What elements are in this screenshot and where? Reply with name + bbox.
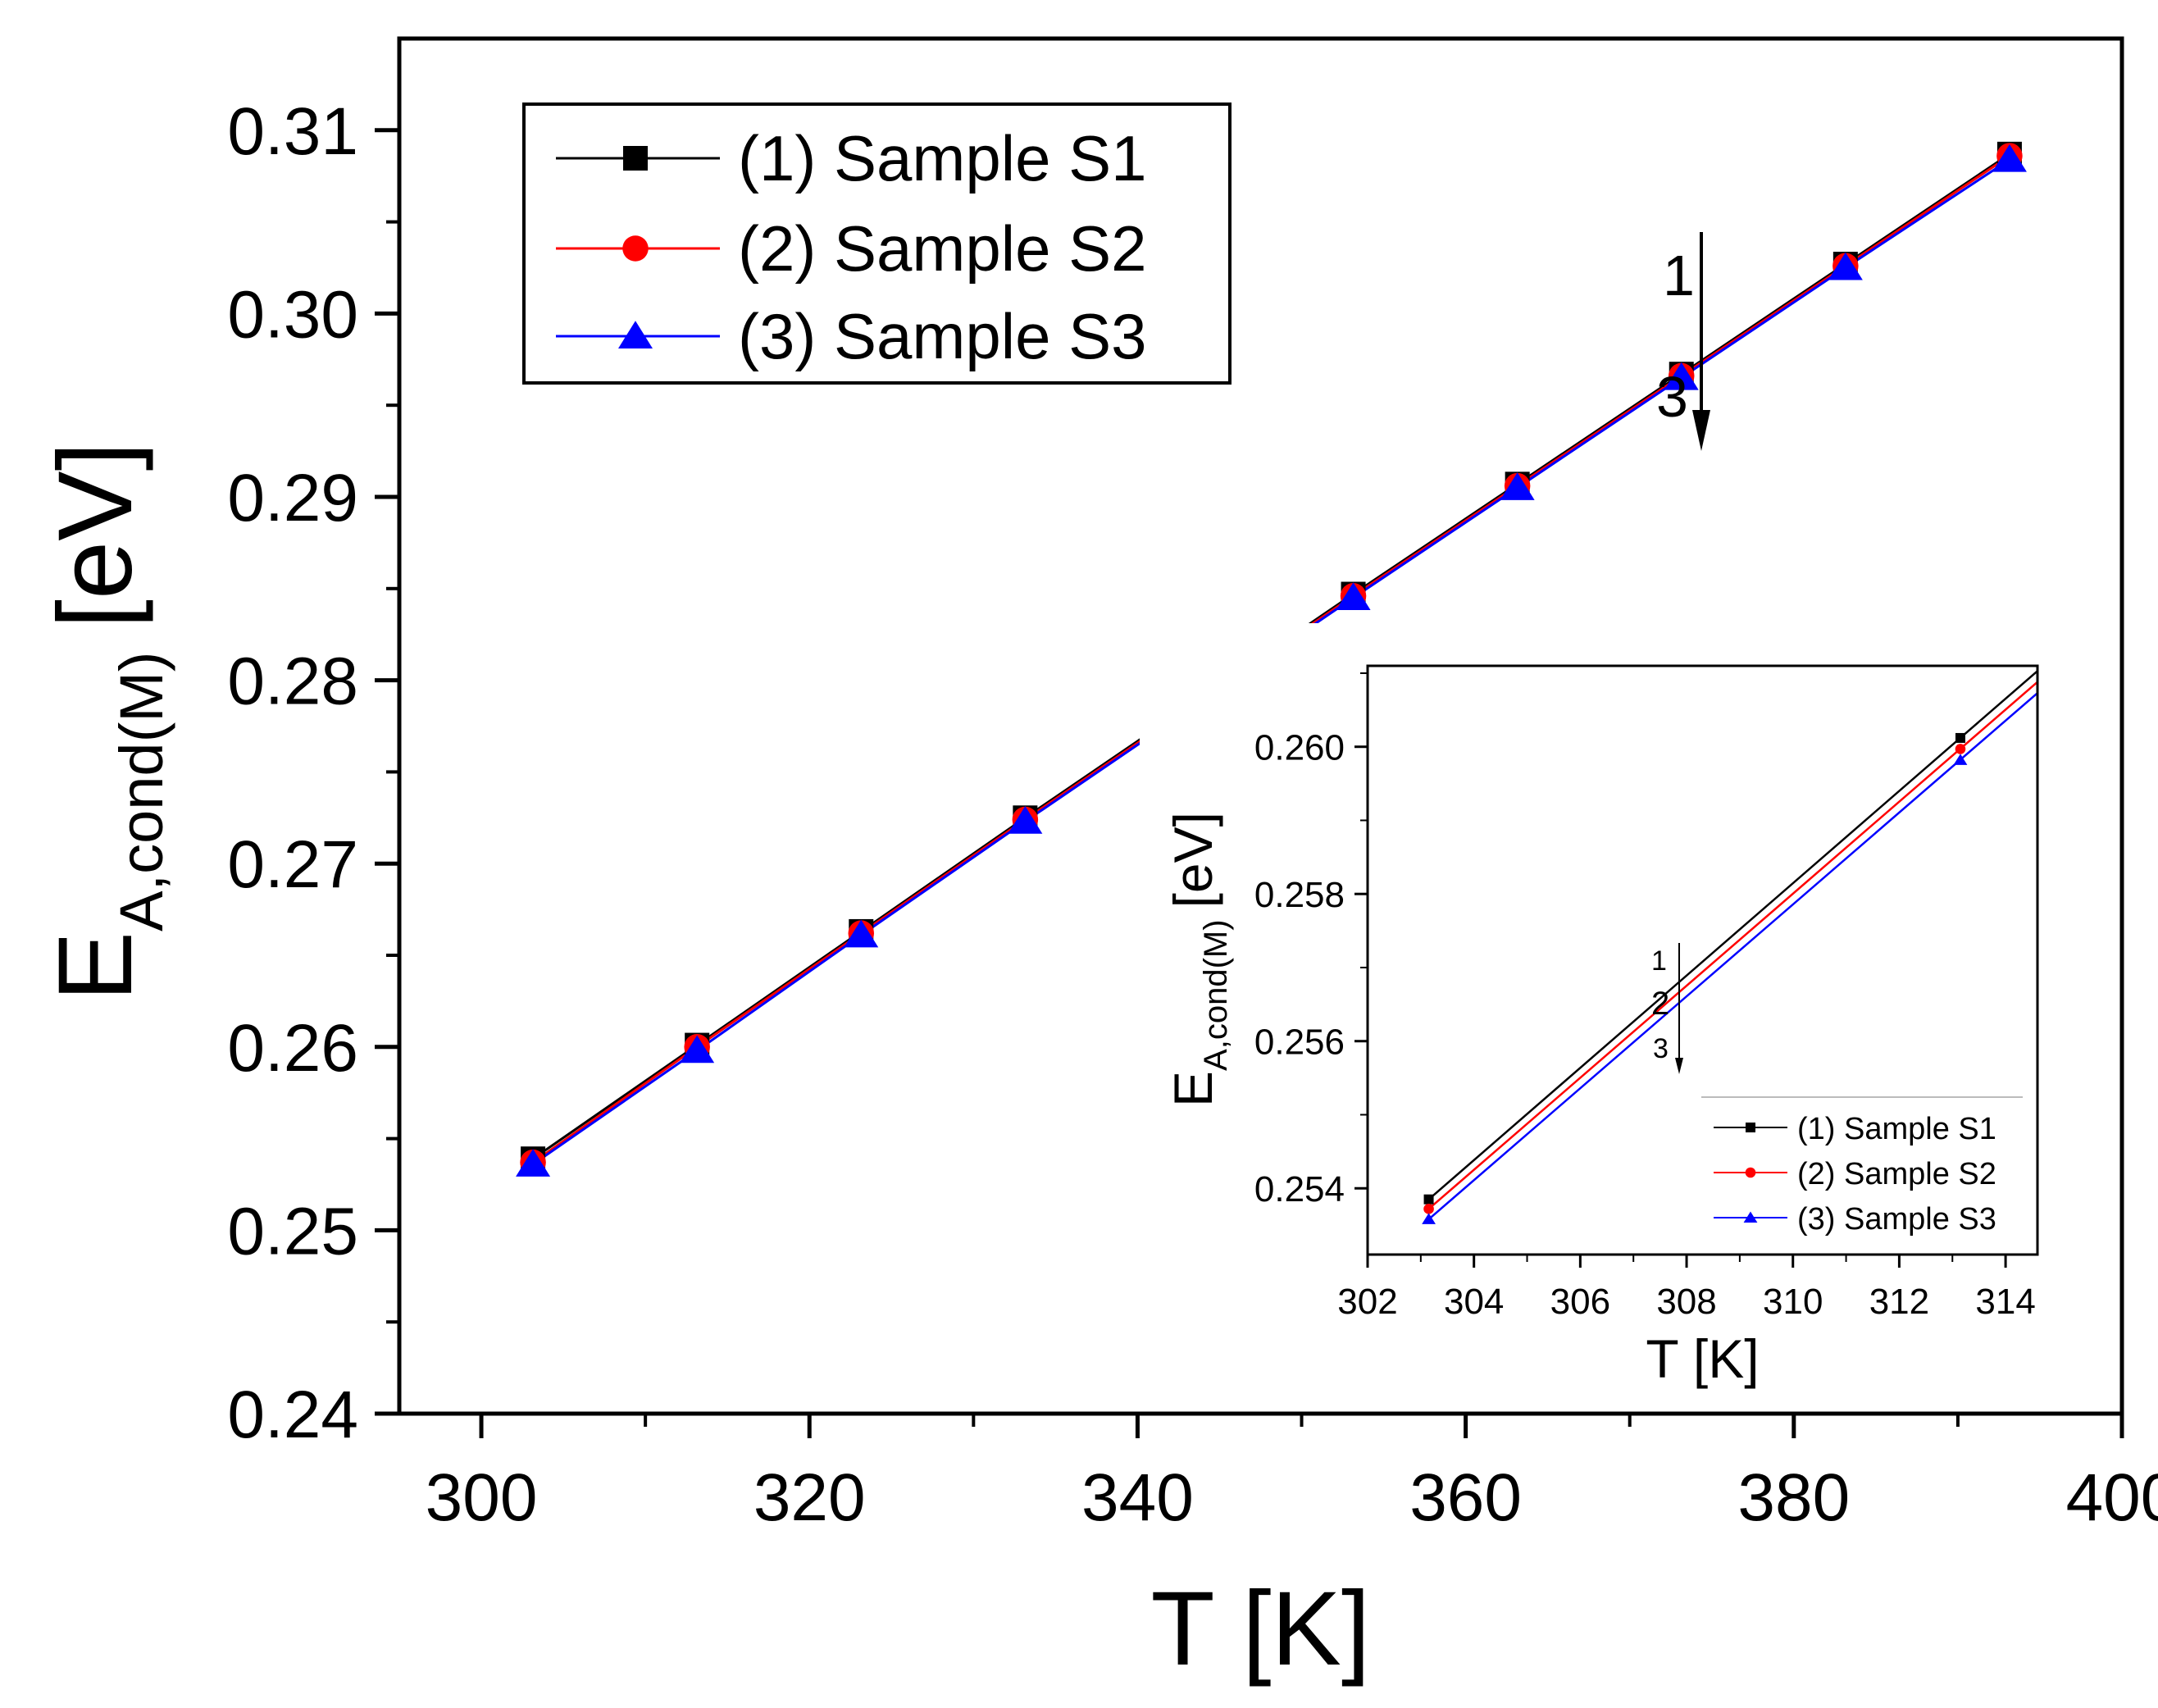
inset-x-tick-label: 314 bbox=[1975, 1282, 2035, 1322]
inset-series-2-markers bbox=[1423, 744, 1966, 1214]
inset-annotation-label-2: 2 bbox=[1651, 986, 1669, 1022]
inset-legend-label: (3) Sample S3 bbox=[1797, 1202, 1996, 1237]
inset-x-tick-label: 308 bbox=[1656, 1282, 1716, 1322]
inset-x-tick-label: 310 bbox=[1763, 1282, 1823, 1322]
inset-data-point bbox=[1422, 1213, 1436, 1224]
inset-y-axis: 0.254 0.256 0.258 0.260 EA,cond(M) [eV] bbox=[1163, 672, 1368, 1209]
inset-data-point bbox=[1423, 1204, 1434, 1214]
inset-x-axis-label: T [K] bbox=[1646, 1328, 1759, 1389]
inset-series-3-markers bbox=[1422, 754, 1968, 1224]
inset-legend-marker bbox=[1746, 1123, 1755, 1132]
main-y-tick-label: 0.25 bbox=[227, 1194, 358, 1268]
main-y-tick-label: 0.30 bbox=[227, 277, 358, 352]
main-data-point bbox=[1664, 362, 1699, 390]
main-chart: 300320340360380400T [K]0.240.250.260.270… bbox=[37, 36, 2158, 1688]
main-data-point bbox=[1500, 472, 1535, 500]
inset-legend-label: (1) Sample S1 bbox=[1797, 1112, 1996, 1146]
main-y-tick-label: 0.29 bbox=[227, 461, 358, 535]
main-y-tick-label: 0.31 bbox=[227, 94, 358, 169]
main-data-point bbox=[1828, 252, 1863, 280]
inset-plot-frame bbox=[1366, 664, 2039, 1256]
main-x-tick-label: 360 bbox=[1409, 1460, 1522, 1535]
inset-x-tick-label: 312 bbox=[1869, 1282, 1929, 1322]
main-data-point bbox=[680, 1035, 715, 1064]
main-legend-label: (2) Sample S2 bbox=[738, 212, 1147, 285]
inset-series-1-line bbox=[1427, 670, 2037, 1200]
main-x-tick-label: 340 bbox=[1081, 1460, 1194, 1535]
main-y-label-main: E bbox=[37, 931, 154, 1001]
main-legend-label: (1) Sample S1 bbox=[738, 122, 1147, 194]
inset-x-tick-label: 304 bbox=[1444, 1282, 1504, 1322]
main-x-tick-label: 300 bbox=[426, 1460, 538, 1535]
inset-legend-marker bbox=[1745, 1167, 1756, 1178]
main-legend-marker bbox=[623, 146, 648, 171]
main-annotation-arrow-head bbox=[1692, 410, 1710, 451]
main-annotation-label-3: 3 bbox=[1656, 365, 1688, 429]
main-y-label-unit: [eV] bbox=[37, 442, 154, 629]
main-y-tick-label: 0.28 bbox=[227, 644, 358, 719]
main-y-axis-label: EA,cond(M) [eV] bbox=[37, 442, 175, 1001]
inset-y-label-sub: A,cond(M) bbox=[1198, 919, 1234, 1071]
inset-y-tick-label: 0.260 bbox=[1254, 728, 1345, 768]
main-x-axis: 300 320 340 360 380 400 T [K] bbox=[426, 1414, 2158, 1688]
inset-y-tick-label: 0.254 bbox=[1254, 1169, 1345, 1209]
inset-x-tick-label: 302 bbox=[1337, 1282, 1397, 1322]
inset-series-2-line bbox=[1427, 681, 2037, 1210]
inset-y-axis-label: EA,cond(M) [eV] bbox=[1163, 812, 1234, 1107]
inset-data-point bbox=[1423, 1194, 1434, 1205]
main-data-point bbox=[1336, 582, 1371, 610]
main-y-tick-label: 0.26 bbox=[227, 1011, 358, 1086]
main-y-axis: 0.24 0.25 0.26 0.27 0.28 0.29 0.30 0.31 EA,cond(… bbox=[37, 94, 399, 1452]
main-y-tick-label: 0.27 bbox=[227, 827, 358, 902]
main-data-point bbox=[844, 919, 879, 948]
main-x-axis-label: T [K] bbox=[1151, 1570, 1371, 1688]
inset-y-tick-label: 0.256 bbox=[1254, 1023, 1345, 1063]
main-legend-marker bbox=[618, 321, 653, 348]
inset-x-axis: 302 304 306 308 310 312 314 T [K] bbox=[1337, 1255, 2036, 1389]
inset-legend-marker bbox=[1743, 1211, 1758, 1223]
main-plot-frame bbox=[397, 36, 2124, 1416]
inset-y-label-main: E bbox=[1163, 1071, 1223, 1107]
inset-legend: (1) Sample S1 (2) Sample S2 (3) Sample S3 bbox=[1701, 1096, 2023, 1245]
inset-legend-label: (2) Sample S2 bbox=[1797, 1157, 1996, 1191]
inset-annotation-label-3: 3 bbox=[1653, 1033, 1669, 1064]
inset-annotation-label-1: 1 bbox=[1651, 945, 1667, 977]
inset-y-tick-label: 0.258 bbox=[1254, 875, 1345, 915]
inset-series-3-line bbox=[1427, 692, 2037, 1220]
inset-series-1-markers bbox=[1423, 732, 1965, 1205]
inset-data-point bbox=[1955, 732, 1965, 743]
main-x-tick-label: 380 bbox=[1737, 1460, 1850, 1535]
main-x-tick-label: 320 bbox=[753, 1460, 866, 1535]
main-annotation-label-1: 1 bbox=[1663, 244, 1695, 307]
main-legend: (1) Sample S1 (2) Sample S2 (3) Sample S3 bbox=[522, 102, 1232, 385]
main-y-label-sub: A,cond(M) bbox=[107, 652, 175, 931]
main-data-point bbox=[1992, 143, 2027, 172]
inset-y-label-unit: [eV] bbox=[1163, 812, 1223, 908]
inset-data-point bbox=[1955, 744, 1966, 754]
inset-x-tick-label: 306 bbox=[1550, 1282, 1610, 1322]
inset-lines bbox=[1427, 670, 2037, 1220]
main-annotation: 13 bbox=[1656, 232, 1710, 451]
main-data-point bbox=[1008, 806, 1043, 834]
main-x-tick-label: 400 bbox=[2066, 1460, 2158, 1535]
main-data-point bbox=[516, 1149, 551, 1177]
inset-annotation-arrow-head bbox=[1675, 1058, 1683, 1074]
main-legend-marker bbox=[622, 235, 649, 262]
main-legend-label: (3) Sample S3 bbox=[738, 300, 1147, 372]
inset-data-point bbox=[1953, 754, 1968, 765]
inset-background bbox=[1140, 623, 2083, 1410]
main-y-tick-label: 0.24 bbox=[227, 1378, 358, 1452]
inset-annotation: 1 2 3 bbox=[1651, 943, 1683, 1074]
